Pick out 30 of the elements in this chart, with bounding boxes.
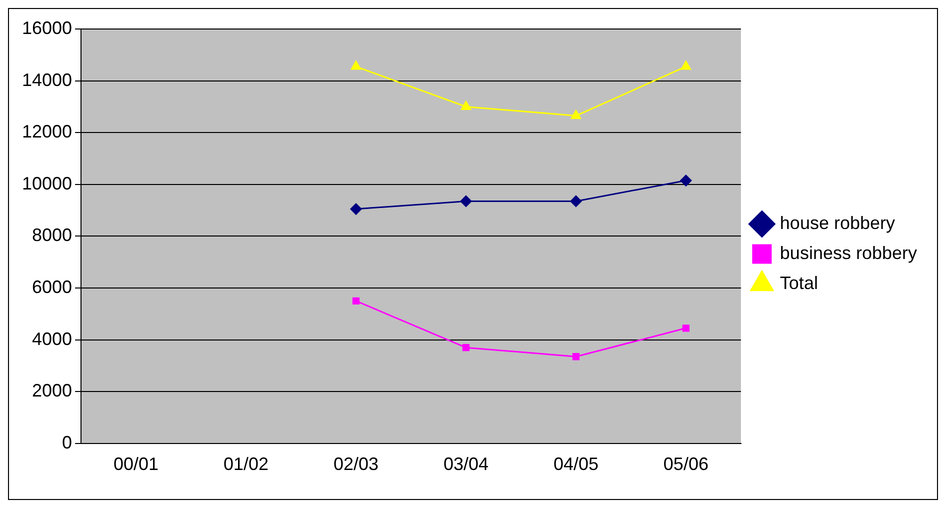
- y-tick-label: 14000: [22, 70, 72, 90]
- y-tick-label: 12000: [22, 122, 72, 142]
- point: [350, 60, 362, 70]
- x-tick-label: 05/06: [663, 454, 708, 474]
- legend-label: house robbery: [780, 212, 896, 233]
- point: [462, 344, 470, 352]
- legend-label: business robbery: [780, 242, 918, 263]
- point: [680, 174, 692, 186]
- x-tick-label: 03/04: [443, 454, 489, 474]
- point: [680, 60, 692, 70]
- point: [460, 100, 472, 110]
- point: [682, 324, 690, 332]
- point: [570, 195, 582, 207]
- point: [572, 353, 580, 360]
- y-tick-label: 2000: [32, 380, 72, 401]
- point: [570, 110, 582, 120]
- y-tick-label: 16000: [22, 18, 72, 38]
- y-tick-label: 10000: [22, 173, 72, 194]
- x-tick-label: 01/02: [224, 454, 269, 474]
- x-tick-label: 00/01: [114, 454, 159, 474]
- point: [460, 195, 472, 207]
- y-tick-label: 4000: [32, 328, 72, 349]
- y-tick-label: 6000: [32, 276, 72, 297]
- x-tick-label: 02/03: [333, 454, 379, 474]
- legend-label: Total: [780, 272, 818, 293]
- y-tick-label: 8000: [32, 225, 72, 246]
- x-tick-label: 04/05: [553, 454, 598, 474]
- y-tick-label: 0: [62, 432, 72, 452]
- point: [352, 297, 360, 305]
- point: [350, 203, 362, 215]
